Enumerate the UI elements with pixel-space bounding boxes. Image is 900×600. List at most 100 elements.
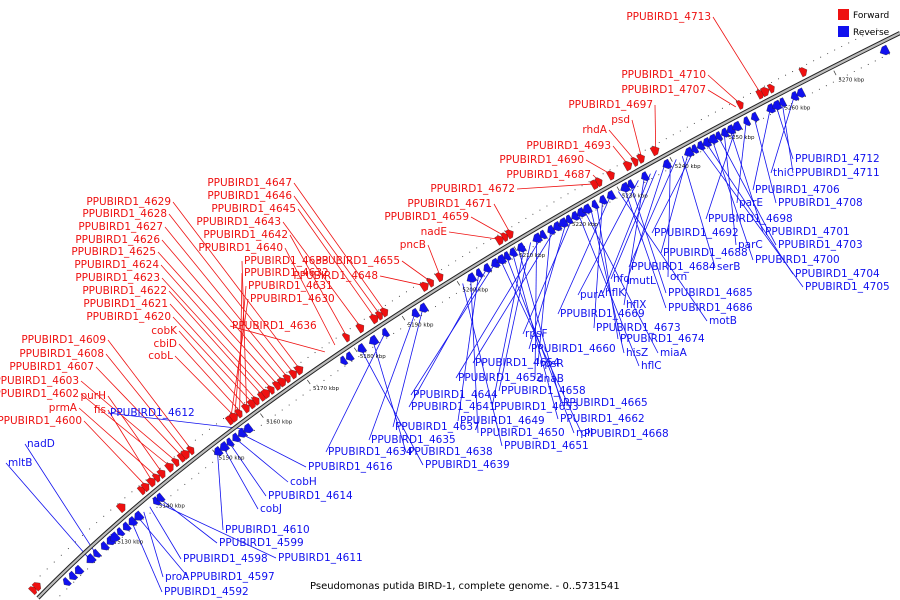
- forward-leader-line: [95, 366, 183, 458]
- forward-gene-label: PPUBIRD1_4671: [407, 198, 492, 210]
- reverse-gene-label: PPUBIRD1_4651: [504, 440, 589, 452]
- reverse-leader-line: [241, 433, 307, 468]
- reverse-leader-line: [408, 268, 488, 408]
- gene-forward: [260, 389, 271, 400]
- scale-dot: [749, 92, 752, 95]
- scale-dot: [73, 581, 75, 583]
- reverse-leader-line: [457, 273, 480, 422]
- forward-leader-line: [401, 260, 432, 283]
- scale-dot: [490, 238, 492, 240]
- gene-reverse: [879, 44, 891, 56]
- scale-dot: [194, 439, 196, 441]
- scale-dot: [462, 288, 464, 290]
- reverse-gene-label: PPUBIRD1_4644: [413, 389, 498, 401]
- reverse-leader-line: [143, 511, 164, 578]
- scale-dot: [191, 478, 193, 480]
- reverse-leader-line: [372, 340, 407, 453]
- reverse-gene-label: cobJ: [260, 503, 282, 515]
- reverse-gene-label: PPUBIRD1_4688: [663, 247, 748, 259]
- scale-dot: [377, 309, 379, 311]
- legend-swatch-reverse: [838, 26, 849, 37]
- reverse-gene-label: mutL: [629, 275, 656, 287]
- scale-dot: [177, 489, 179, 491]
- reverse-leader-line: [491, 245, 525, 408]
- reverse-gene-label: PPUBIRD1_4686: [668, 302, 753, 314]
- reverse-gene-label: PPUBIRD1_4635: [371, 434, 456, 446]
- scale-dot: [841, 45, 843, 48]
- reverse-leader-line: [624, 188, 667, 309]
- backbone-line: [37, 32, 900, 599]
- forward-gene-label: PPUBIRD1_4608: [19, 348, 104, 360]
- scale-dot: [208, 428, 211, 430]
- scale-dot: [237, 407, 239, 409]
- scale-dot: [219, 456, 221, 458]
- scale-dot: [546, 205, 548, 207]
- gene-reverse: [743, 116, 752, 126]
- forward-leader-line: [83, 420, 147, 487]
- reverse-leader-line: [630, 184, 667, 294]
- gene-forward: [140, 482, 150, 493]
- reverse-gene-label: parE: [739, 197, 763, 209]
- scale-tick-label: 5150 kbp: [219, 456, 245, 462]
- reverse-gene-label: nadD: [27, 438, 55, 450]
- reverse-leader-line: [736, 121, 747, 204]
- forward-gene-label: PPUBIRD1_4602: [0, 388, 79, 400]
- forward-gene-label: cbiD: [154, 338, 177, 350]
- forward-gene-label: PPUBIRD1_4623: [75, 272, 160, 284]
- forward-gene-label: PPUBIRD1_4636: [232, 320, 317, 332]
- gene-reverse: [539, 229, 548, 240]
- gene-reverse: [419, 302, 429, 313]
- forward-gene-label: PPUBIRD1_4609: [21, 334, 106, 346]
- gene-forward: [186, 445, 195, 456]
- scale-dot: [328, 342, 330, 344]
- scale-dot: [309, 389, 311, 391]
- reverse-leader-line: [717, 136, 777, 246]
- gene-reverse: [483, 262, 493, 273]
- scale-dot: [785, 74, 787, 76]
- scale-dot: [476, 247, 478, 249]
- reverse-gene-label: mltB: [8, 457, 32, 469]
- gene-forward: [606, 170, 615, 181]
- forward-leader-line: [172, 316, 253, 404]
- gene-reverse: [346, 351, 355, 362]
- scale-dot: [581, 217, 583, 219]
- reverse-leader-line: [155, 501, 277, 559]
- scale-dot: [714, 143, 716, 145]
- scale-dot: [693, 122, 695, 124]
- scale-dot: [728, 104, 730, 106]
- forward-leader-line: [168, 213, 295, 374]
- forward-leader-line: [178, 343, 241, 413]
- scale-dot: [260, 424, 262, 426]
- forward-leader-line: [161, 239, 284, 382]
- reverse-gene-label: PPUBIRD1_4669: [560, 308, 645, 320]
- scale-dot: [776, 110, 779, 112]
- scale-dot: [469, 251, 471, 253]
- scale-dot: [616, 165, 618, 167]
- scale-dot: [274, 414, 276, 416]
- scale-dot: [504, 262, 506, 264]
- forward-gene-label: PPUBIRD1_4642: [203, 229, 288, 241]
- reverse-leader-line: [602, 173, 651, 294]
- gene-forward: [500, 232, 509, 243]
- scale-dot: [46, 568, 48, 570]
- forward-gene-label: PPUBIRD1_4713: [626, 11, 711, 23]
- scale-dot: [286, 371, 288, 373]
- reverse-leader-line: [534, 238, 537, 380]
- scale-dot: [862, 35, 864, 37]
- scale-dot: [96, 522, 98, 524]
- gene-forward: [31, 582, 41, 592]
- reverse-gene-label: PPUBIRD1_4610: [225, 524, 310, 536]
- genome-title: Pseudomonas putida BIRD-1, complete geno…: [310, 581, 620, 592]
- reverse-gene-label: PPUBIRD1_4673: [596, 322, 681, 334]
- scale-dot: [700, 151, 702, 153]
- forward-leader-line: [80, 380, 177, 463]
- scale-dot: [384, 304, 386, 307]
- reverse-leader-line: [626, 165, 665, 282]
- scale-dot: [316, 384, 318, 386]
- reverse-gene-label: hflK: [605, 287, 626, 299]
- gene-forward: [228, 412, 238, 423]
- forward-leader-line: [241, 260, 247, 408]
- scale-dot: [302, 394, 304, 396]
- scale-dot: [156, 506, 158, 508]
- scale-dot: [827, 53, 829, 55]
